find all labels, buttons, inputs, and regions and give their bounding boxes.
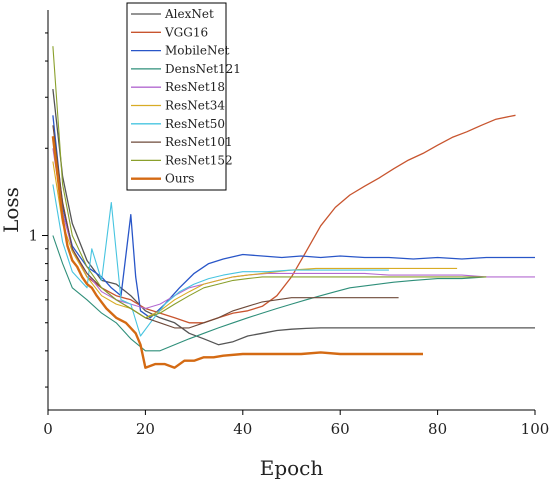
legend-label: ResNet101	[165, 135, 233, 149]
legend-label: AlexNet	[164, 7, 214, 21]
x-tick-label: 100	[521, 420, 550, 438]
series-line-resnet101	[52, 125, 399, 329]
x-tick-label: 80	[428, 420, 447, 438]
legend-label: Ours	[165, 172, 194, 186]
legend-box	[126, 2, 227, 191]
y-tick-label: 1	[28, 227, 38, 245]
legend: AlexNet VGG16 MobileNet DensNet121 ResNet18 R…	[126, 2, 241, 191]
legend-label: MobileNet	[165, 44, 230, 58]
series-layer	[51, 46, 535, 369]
legend-label: ResNet152	[165, 153, 233, 167]
series-line-vgg16	[52, 114, 516, 324]
x-axis-title: Epoch	[260, 456, 324, 480]
x-tick-label: 60	[331, 420, 350, 438]
series-line-mobilenet	[52, 115, 535, 319]
x-ticks: 0 20 40 60 80 100	[43, 410, 549, 438]
legend-label: VGG16	[164, 25, 208, 39]
legend-label: ResNet50	[165, 117, 225, 131]
series-line-densnet121	[52, 235, 487, 352]
plot-area: 0 20 40 60 80 100 1	[28, 10, 549, 438]
x-tick-label: 40	[233, 420, 252, 438]
series-line-ours	[51, 136, 423, 369]
series-line-resnet18	[52, 148, 535, 310]
x-tick-label: 20	[136, 420, 155, 438]
y-axis-title: Loss	[0, 187, 23, 233]
legend-label: ResNet18	[165, 80, 225, 94]
y-ticks: 1	[28, 32, 48, 388]
x-tick-label: 0	[43, 420, 53, 438]
legend-label: DensNet121	[165, 62, 241, 76]
series-line-resnet34	[52, 161, 458, 319]
series-line-resnet50	[52, 184, 389, 337]
series-line-resnet152	[52, 46, 487, 319]
legend-label: ResNet34	[165, 99, 225, 113]
